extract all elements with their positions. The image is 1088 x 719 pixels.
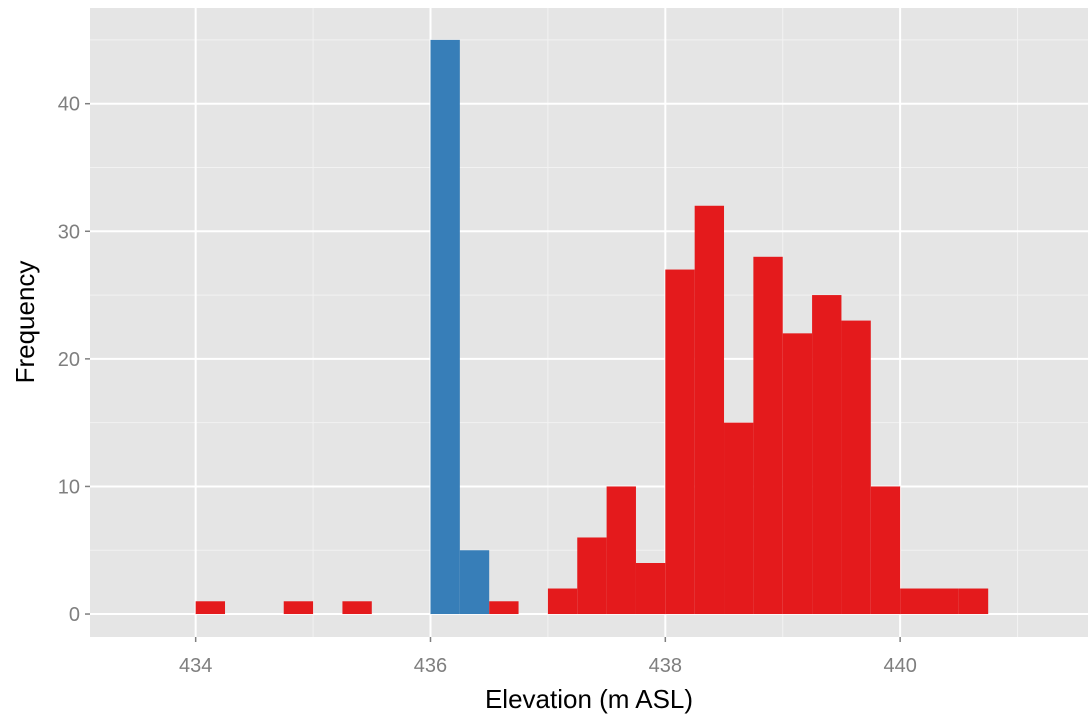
y-tick-label: 20 (58, 349, 80, 371)
y-axis-title: Frequency (10, 261, 40, 384)
histogram-bar (812, 295, 842, 615)
y-tick-label: 40 (58, 94, 80, 116)
histogram-bar (958, 588, 989, 615)
plot-panel (90, 8, 1088, 637)
histogram-bar (900, 588, 930, 615)
histogram-bar (489, 601, 519, 615)
histogram-bar (606, 486, 636, 615)
histogram-bars (195, 39, 989, 615)
x-tick-label: 436 (414, 655, 447, 677)
histogram-bar (635, 563, 666, 615)
histogram-bar (283, 601, 314, 615)
histogram-bar (841, 320, 871, 615)
y-tick-label: 0 (69, 604, 80, 626)
x-tick-label: 434 (179, 655, 212, 677)
histogram-bar (430, 39, 460, 615)
x-axis-title: Elevation (m ASL) (485, 684, 693, 714)
histogram-bar (459, 550, 490, 615)
histogram-bar (342, 601, 372, 615)
histogram-bar (694, 205, 725, 615)
histogram-bar (577, 537, 607, 615)
x-axis-ticks: 434 436 438 440 (179, 637, 917, 677)
histogram-bar (724, 422, 754, 615)
y-axis-ticks: 0 10 20 30 40 (58, 94, 90, 626)
x-tick-label: 440 (883, 655, 916, 677)
histogram-bar (870, 486, 901, 615)
histogram-bar (195, 601, 226, 615)
histogram-bar (782, 333, 813, 615)
y-tick-label: 10 (58, 476, 80, 498)
histogram-bar (753, 256, 783, 615)
x-tick-label: 438 (649, 655, 682, 677)
histogram-bar (929, 588, 959, 615)
histogram-bar (547, 588, 578, 615)
y-tick-label: 30 (58, 221, 80, 243)
histogram-bar (665, 269, 695, 615)
